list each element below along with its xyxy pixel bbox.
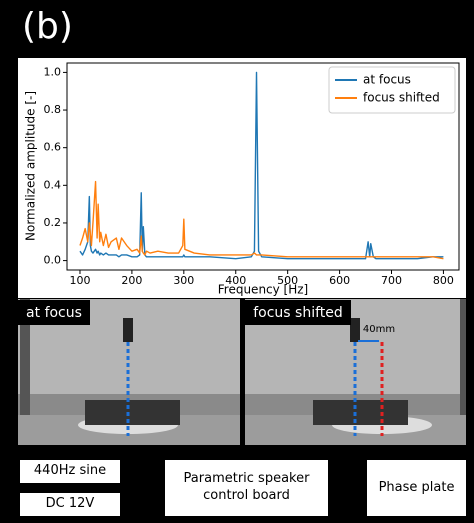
photo-right xyxy=(245,299,466,445)
x-tick-label: 400 xyxy=(225,274,246,287)
plot-frame xyxy=(66,62,460,271)
plate-box: Phase plate xyxy=(367,460,466,516)
x-tick-label: 300 xyxy=(173,274,194,287)
y-tick-label: 0.0 xyxy=(44,254,62,267)
x-axis-label: Frequency [Hz] xyxy=(218,283,309,297)
y-tick-label: 0.2 xyxy=(44,216,62,229)
y-tick-label: 0.6 xyxy=(44,141,62,154)
x-tick-label: 500 xyxy=(277,274,298,287)
offset-label: 40mm xyxy=(363,324,395,335)
y-axis-label: Normalized amplitude [-] xyxy=(24,91,38,241)
photo-label: focus shifted xyxy=(253,305,343,321)
legend-frame xyxy=(328,66,456,114)
legend-label: at focus xyxy=(363,73,411,87)
x-tick-label: 700 xyxy=(381,274,402,287)
legend-label: focus shifted xyxy=(363,91,440,105)
data-line xyxy=(79,71,444,260)
y-tick-label: 1.0 xyxy=(44,65,62,78)
x-tick-label: 200 xyxy=(121,274,142,287)
data-line xyxy=(79,180,444,260)
y-tick-label: 0.4 xyxy=(44,178,62,191)
panel-label: (b) xyxy=(22,6,73,47)
signal-box: 440Hz sine xyxy=(20,460,120,483)
x-tick-label: 800 xyxy=(433,274,454,287)
power-box: DC 12V xyxy=(20,493,120,516)
x-tick-label: 100 xyxy=(69,274,90,287)
label-bg xyxy=(245,300,351,325)
photo-label: at focus xyxy=(26,305,82,321)
y-tick-label: 0.8 xyxy=(44,103,62,116)
label-bg xyxy=(18,300,90,325)
plot: 100 200 300 400 500 600 700 800 0.0 0.2 0.4 0.6 0.8 1… xyxy=(44,62,460,287)
x-tick-label: 600 xyxy=(329,274,350,287)
board-box: Parametric speaker control board xyxy=(165,460,328,516)
